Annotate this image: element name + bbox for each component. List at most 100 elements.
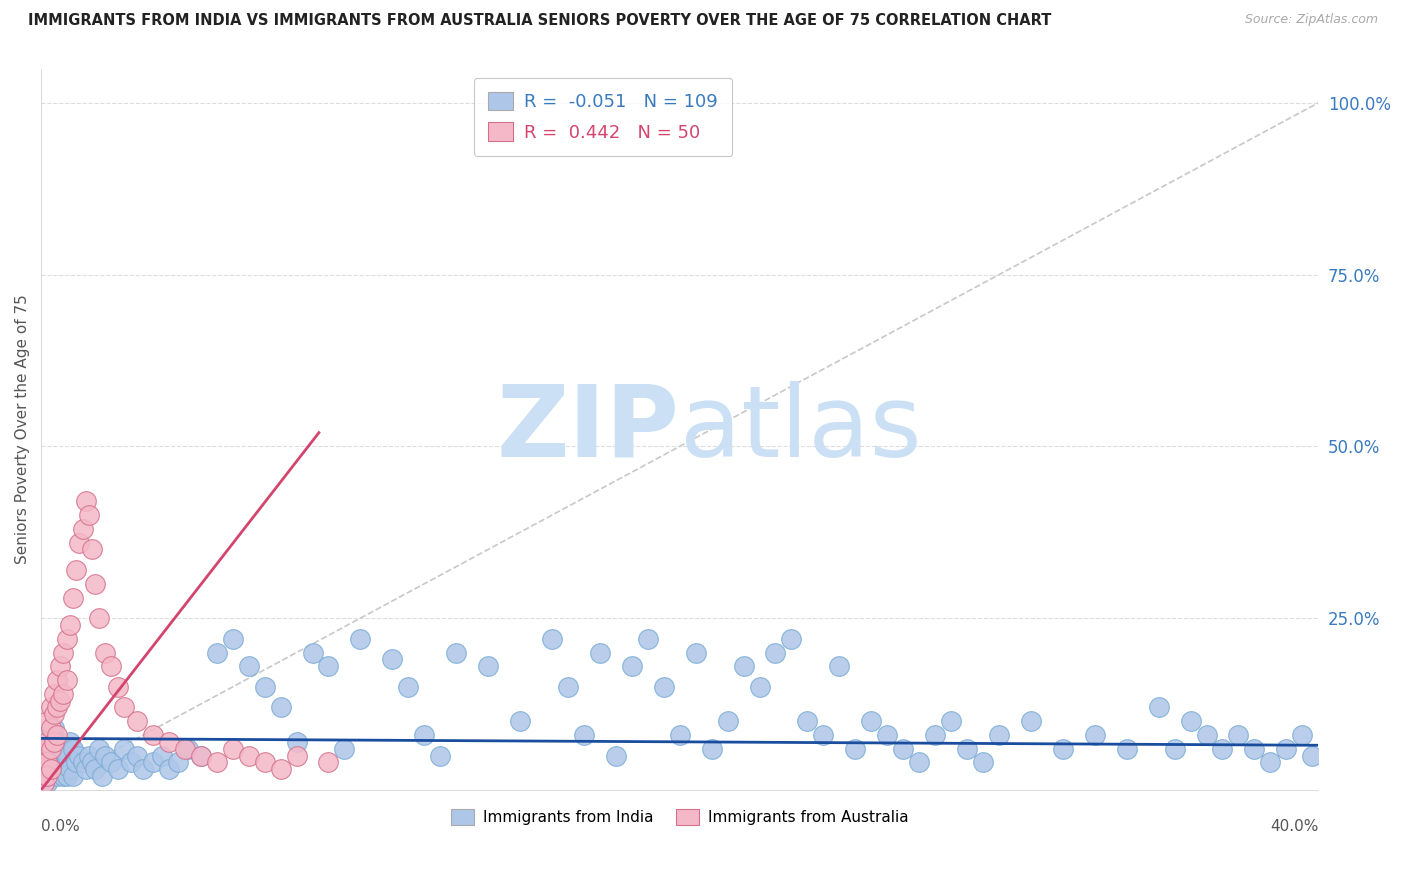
Point [37, 735, 59, 749]
Point [52, 687, 75, 701]
Point [748, 680, 770, 694]
Point [42, 721, 65, 735]
Point [49, 762, 72, 776]
Text: ZIP: ZIP [496, 381, 679, 478]
Point [285, 748, 308, 763]
Point [1301, 748, 1323, 763]
Point [253, 756, 276, 770]
Point [891, 741, 914, 756]
Point [67, 535, 90, 549]
Point [37, 714, 59, 729]
Y-axis label: Seniors Poverty Over the Age of 75: Seniors Poverty Over the Age of 75 [15, 294, 30, 564]
Point [46, 728, 69, 742]
Point [589, 646, 612, 660]
Point [1147, 700, 1170, 714]
Point [72, 756, 94, 770]
Point [1019, 714, 1042, 729]
Point [142, 728, 165, 742]
Point [333, 741, 356, 756]
Point [876, 728, 898, 742]
Point [956, 741, 979, 756]
Point [396, 680, 419, 694]
Point [65, 756, 87, 770]
Point [125, 714, 148, 729]
Point [87, 741, 110, 756]
Point [221, 632, 243, 646]
Point [125, 748, 148, 763]
Point [620, 659, 643, 673]
Point [90, 769, 112, 783]
Point [52, 741, 75, 756]
Point [318, 756, 340, 770]
Point [572, 728, 595, 742]
Point [1163, 741, 1185, 756]
Point [37, 728, 59, 742]
Point [557, 680, 579, 694]
Point [65, 563, 87, 577]
Point [112, 741, 135, 756]
Point [429, 748, 451, 763]
Point [77, 748, 100, 763]
Point [813, 728, 835, 742]
Point [349, 632, 371, 646]
Point [167, 756, 190, 770]
Point [605, 748, 627, 763]
Point [112, 700, 135, 714]
Point [860, 714, 883, 729]
Point [780, 632, 803, 646]
Point [37, 762, 59, 776]
Point [75, 494, 97, 508]
Point [52, 769, 75, 783]
Text: 40.0%: 40.0% [1270, 819, 1319, 834]
Point [42, 741, 65, 756]
Point [46, 756, 69, 770]
Point [46, 769, 69, 783]
Point [46, 735, 69, 749]
Point [52, 646, 75, 660]
Point [190, 748, 212, 763]
Point [42, 762, 65, 776]
Point [39, 741, 62, 756]
Point [49, 659, 72, 673]
Point [1195, 728, 1218, 742]
Point [46, 673, 69, 687]
Point [972, 756, 994, 770]
Point [62, 741, 84, 756]
Point [77, 508, 100, 522]
Point [1243, 741, 1265, 756]
Point [685, 646, 707, 660]
Point [1180, 714, 1202, 729]
Point [285, 735, 308, 749]
Point [94, 748, 117, 763]
Point [55, 769, 77, 783]
Point [37, 756, 59, 770]
Point [34, 756, 56, 770]
Point [828, 659, 851, 673]
Point [100, 659, 122, 673]
Point [84, 762, 107, 776]
Point [132, 762, 155, 776]
Point [477, 659, 499, 673]
Point [34, 762, 56, 776]
Text: Source: ZipAtlas.com: Source: ZipAtlas.com [1244, 13, 1378, 27]
Text: 0.0%: 0.0% [41, 819, 80, 834]
Point [37, 776, 59, 790]
Point [270, 700, 292, 714]
Point [238, 659, 260, 673]
Point [205, 756, 228, 770]
Point [509, 714, 531, 729]
Point [1275, 741, 1298, 756]
Point [301, 646, 323, 660]
Point [221, 741, 243, 756]
Point [157, 735, 180, 749]
Point [39, 721, 62, 735]
Point [924, 728, 946, 742]
Point [107, 680, 129, 694]
Point [908, 756, 931, 770]
Point [444, 646, 467, 660]
Point [75, 762, 97, 776]
Point [84, 576, 107, 591]
Point [107, 762, 129, 776]
Point [1291, 728, 1313, 742]
Point [39, 762, 62, 776]
